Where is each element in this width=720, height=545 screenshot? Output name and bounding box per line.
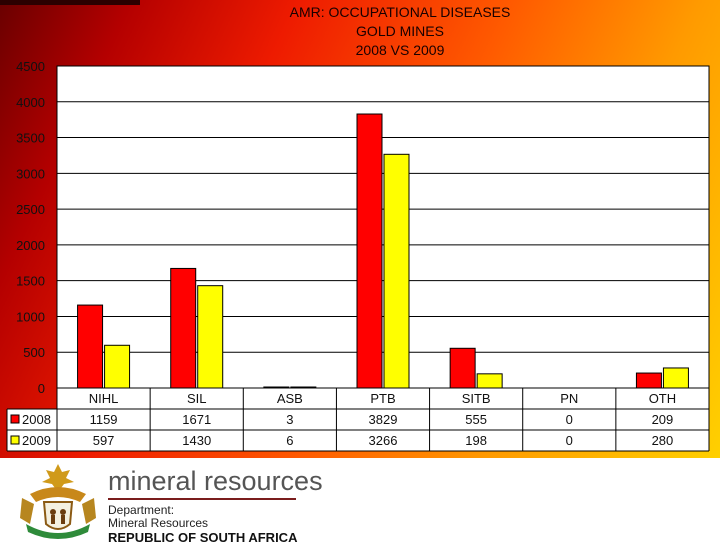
bar-2008-nihl (77, 304, 104, 389)
country-name: REPUBLIC OF SOUTH AFRICA (108, 530, 298, 545)
bar-2009-sitb (476, 373, 503, 389)
data-label: 597 (93, 433, 115, 448)
data-label: 1430 (182, 433, 211, 448)
plot-area (56, 65, 710, 389)
y-tick-label: 1000 (16, 309, 45, 324)
data-label: 1159 (90, 412, 118, 427)
data-label: 1671 (182, 412, 211, 427)
y-tick-label: 500 (23, 345, 45, 360)
category-label: PN (560, 391, 578, 406)
y-tick-label: 2500 (16, 202, 45, 217)
bar-2008-sil (170, 267, 197, 389)
y-tick-label: 3000 (16, 166, 45, 181)
department-name: Mineral Resources (108, 516, 209, 530)
data-label: 0 (566, 433, 573, 448)
y-tick-label: 4000 (16, 95, 45, 110)
table-header (57, 388, 709, 409)
y-tick-label: 2000 (16, 238, 45, 253)
data-label: 0 (566, 412, 573, 427)
department-label: Department: (108, 503, 175, 517)
legend-key-2008 (10, 414, 20, 424)
coat-of-arms-icon (20, 464, 96, 539)
top-bar (0, 0, 140, 5)
category-label: OTH (649, 391, 676, 406)
bar-2009-sil (197, 285, 224, 389)
footer: mineral resources Department: Mineral Re… (0, 458, 720, 545)
bar-2009-ptb (383, 153, 410, 389)
bar-2008-oth (635, 372, 662, 389)
data-label: 3829 (369, 412, 398, 427)
brand-name: mineral resources (108, 466, 323, 496)
legend-key-2009 (10, 435, 20, 445)
data-label: 3 (286, 412, 293, 427)
data-label: 3266 (369, 433, 398, 448)
slide-background: AMR: OCCUPATIONAL DISEASES GOLD MINES 20… (0, 0, 720, 458)
bar-2008-ptb (356, 113, 383, 389)
y-tick-label: 1500 (16, 274, 45, 289)
bar-2009-nihl (104, 344, 131, 389)
legend-label-2008: 2008 (22, 412, 51, 427)
chart-title-line-3: 2008 VS 2009 (355, 42, 445, 58)
data-label: 280 (652, 433, 674, 448)
chart-title-line-1: AMR: OCCUPATIONAL DISEASES (289, 4, 511, 20)
data-label: 555 (465, 412, 487, 427)
category-label: PTB (370, 391, 395, 406)
category-label: ASB (277, 391, 303, 406)
category-label: SIL (187, 391, 207, 406)
bar-2008-sitb (449, 347, 476, 389)
y-tick-label: 3500 (16, 131, 45, 146)
bar-chart: 0 500 1000 1500 2000 2500 3000 3500 4000 4500 NIHL… (6, 59, 710, 452)
y-tick-label: 4500 (16, 59, 45, 74)
data-label: 198 (465, 433, 487, 448)
data-label: 6 (286, 433, 293, 448)
bar-2009-oth (662, 367, 689, 389)
data-label: 209 (652, 412, 674, 427)
category-label: SITB (462, 391, 491, 406)
y-tick-label: 0 (38, 381, 45, 396)
legend-label-2009: 2009 (22, 433, 51, 448)
brand-divider (108, 498, 296, 500)
chart-title-line-2: GOLD MINES (356, 23, 444, 39)
category-label: NIHL (89, 391, 119, 406)
